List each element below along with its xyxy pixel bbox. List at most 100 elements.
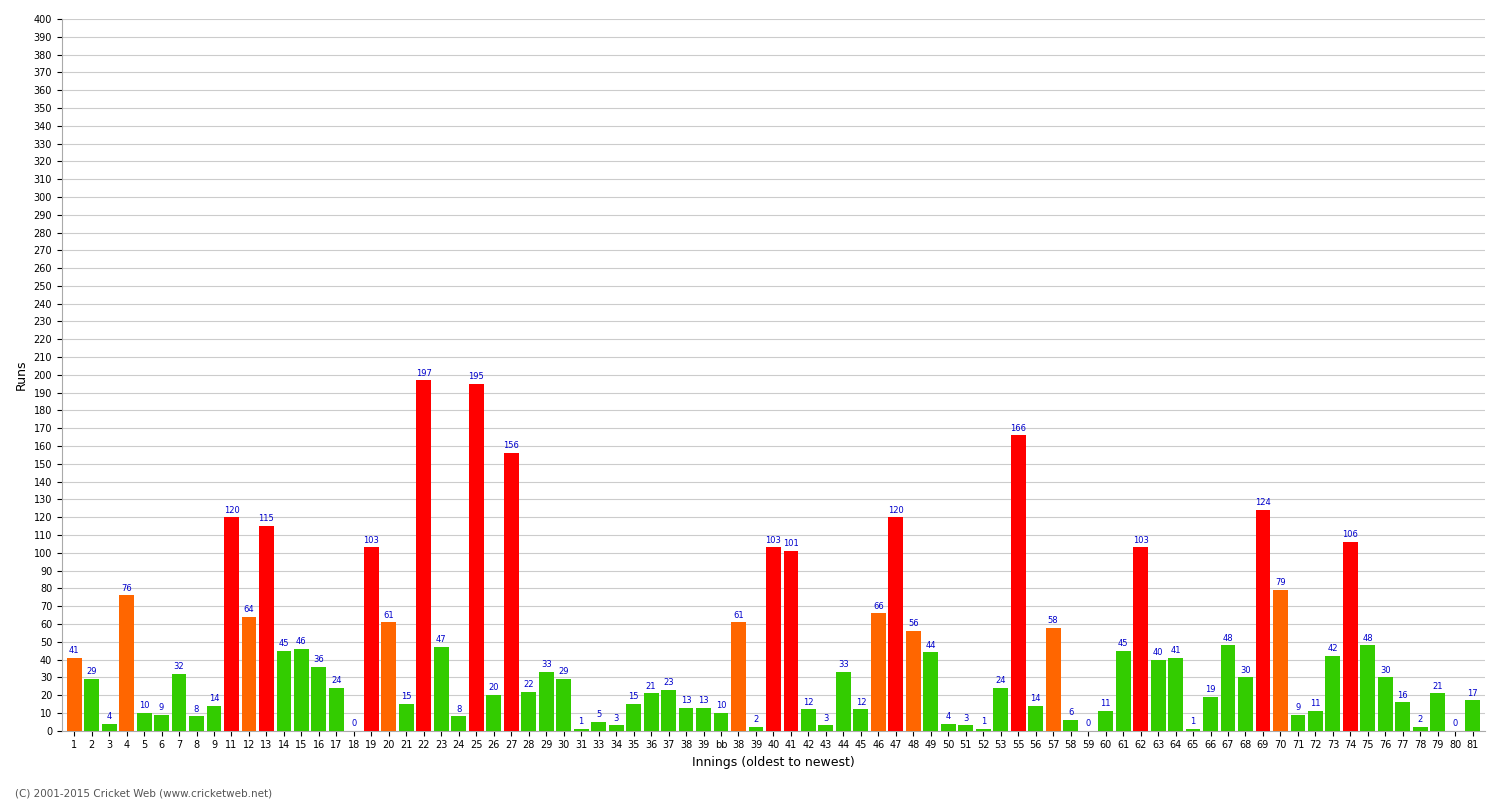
Bar — [626, 704, 640, 730]
Text: 13: 13 — [681, 696, 692, 705]
Text: 36: 36 — [314, 655, 324, 664]
Bar — [364, 547, 380, 730]
Bar — [1168, 658, 1184, 730]
Text: 156: 156 — [504, 442, 519, 450]
Text: 45: 45 — [1118, 639, 1128, 648]
Bar — [1150, 659, 1166, 730]
Bar — [714, 713, 729, 730]
Text: 56: 56 — [908, 619, 918, 629]
Text: 15: 15 — [400, 692, 411, 702]
Bar — [312, 666, 327, 730]
Text: 1: 1 — [579, 718, 584, 726]
Text: 17: 17 — [1467, 689, 1478, 698]
Text: 3: 3 — [963, 714, 969, 722]
Text: 0: 0 — [1452, 719, 1458, 728]
Text: 3: 3 — [824, 714, 828, 722]
Text: 13: 13 — [698, 696, 709, 705]
Bar — [766, 547, 782, 730]
Bar — [556, 679, 572, 730]
Bar — [748, 727, 764, 730]
Bar — [486, 695, 501, 730]
Text: 30: 30 — [1380, 666, 1390, 674]
Text: 40: 40 — [1154, 648, 1164, 657]
Bar — [1342, 542, 1358, 730]
Bar — [1046, 627, 1060, 730]
Text: 21: 21 — [646, 682, 657, 690]
Text: 29: 29 — [558, 667, 568, 677]
Bar — [276, 650, 291, 730]
Text: 23: 23 — [663, 678, 674, 687]
Text: 6: 6 — [1068, 708, 1074, 718]
Bar — [662, 690, 676, 730]
Bar — [381, 622, 396, 730]
Text: 76: 76 — [122, 584, 132, 593]
Text: 48: 48 — [1222, 634, 1233, 642]
Text: 47: 47 — [436, 635, 447, 645]
Text: 58: 58 — [1048, 616, 1059, 625]
Bar — [730, 622, 746, 730]
Bar — [538, 672, 554, 730]
Text: (C) 2001-2015 Cricket Web (www.cricketweb.net): (C) 2001-2015 Cricket Web (www.cricketwe… — [15, 788, 272, 798]
Text: 12: 12 — [802, 698, 813, 706]
Bar — [294, 649, 309, 730]
Bar — [1360, 646, 1376, 730]
Bar — [154, 714, 170, 730]
Text: 44: 44 — [926, 641, 936, 650]
Bar — [102, 724, 117, 730]
Bar — [573, 729, 588, 730]
Text: 15: 15 — [628, 692, 639, 702]
Text: 2: 2 — [753, 715, 759, 725]
Bar — [504, 453, 519, 730]
Text: 3: 3 — [614, 714, 620, 722]
Bar — [1238, 678, 1252, 730]
Text: 120: 120 — [888, 506, 903, 514]
Bar — [1378, 678, 1394, 730]
Bar — [224, 518, 238, 730]
Text: 103: 103 — [1132, 536, 1149, 545]
Bar — [522, 691, 536, 730]
Text: 32: 32 — [174, 662, 184, 671]
Bar — [696, 707, 711, 730]
Text: 11: 11 — [1101, 699, 1112, 709]
Text: 12: 12 — [855, 698, 865, 706]
Bar — [1308, 711, 1323, 730]
Text: 106: 106 — [1342, 530, 1359, 539]
Bar — [1203, 697, 1218, 730]
Text: 9: 9 — [1296, 703, 1300, 712]
Bar — [1132, 547, 1148, 730]
Bar — [853, 710, 868, 730]
Text: 45: 45 — [279, 639, 290, 648]
Text: 41: 41 — [69, 646, 80, 655]
Bar — [1064, 720, 1078, 730]
Bar — [801, 710, 816, 730]
Bar — [1256, 510, 1270, 730]
Text: 14: 14 — [1030, 694, 1041, 703]
Bar — [433, 647, 448, 730]
Text: 9: 9 — [159, 703, 164, 712]
Bar — [888, 518, 903, 730]
Text: 197: 197 — [416, 369, 432, 378]
Bar — [940, 724, 956, 730]
Text: 20: 20 — [489, 683, 500, 693]
Text: 46: 46 — [296, 638, 306, 646]
Text: 1: 1 — [981, 718, 986, 726]
Text: 64: 64 — [243, 605, 255, 614]
Text: 101: 101 — [783, 539, 800, 548]
Text: 195: 195 — [468, 372, 484, 381]
Bar — [1413, 727, 1428, 730]
Bar — [591, 722, 606, 730]
Bar — [452, 717, 466, 730]
Text: 22: 22 — [524, 680, 534, 689]
Text: 8: 8 — [194, 705, 200, 714]
Text: 115: 115 — [258, 514, 274, 523]
Bar — [66, 658, 81, 730]
Bar — [819, 726, 834, 730]
Bar — [136, 713, 152, 730]
Text: 48: 48 — [1362, 634, 1372, 642]
Bar — [260, 526, 274, 730]
Bar — [1326, 656, 1341, 730]
Bar — [1221, 646, 1236, 730]
Text: 103: 103 — [363, 536, 380, 545]
Text: 166: 166 — [1010, 424, 1026, 433]
Bar — [171, 674, 186, 730]
